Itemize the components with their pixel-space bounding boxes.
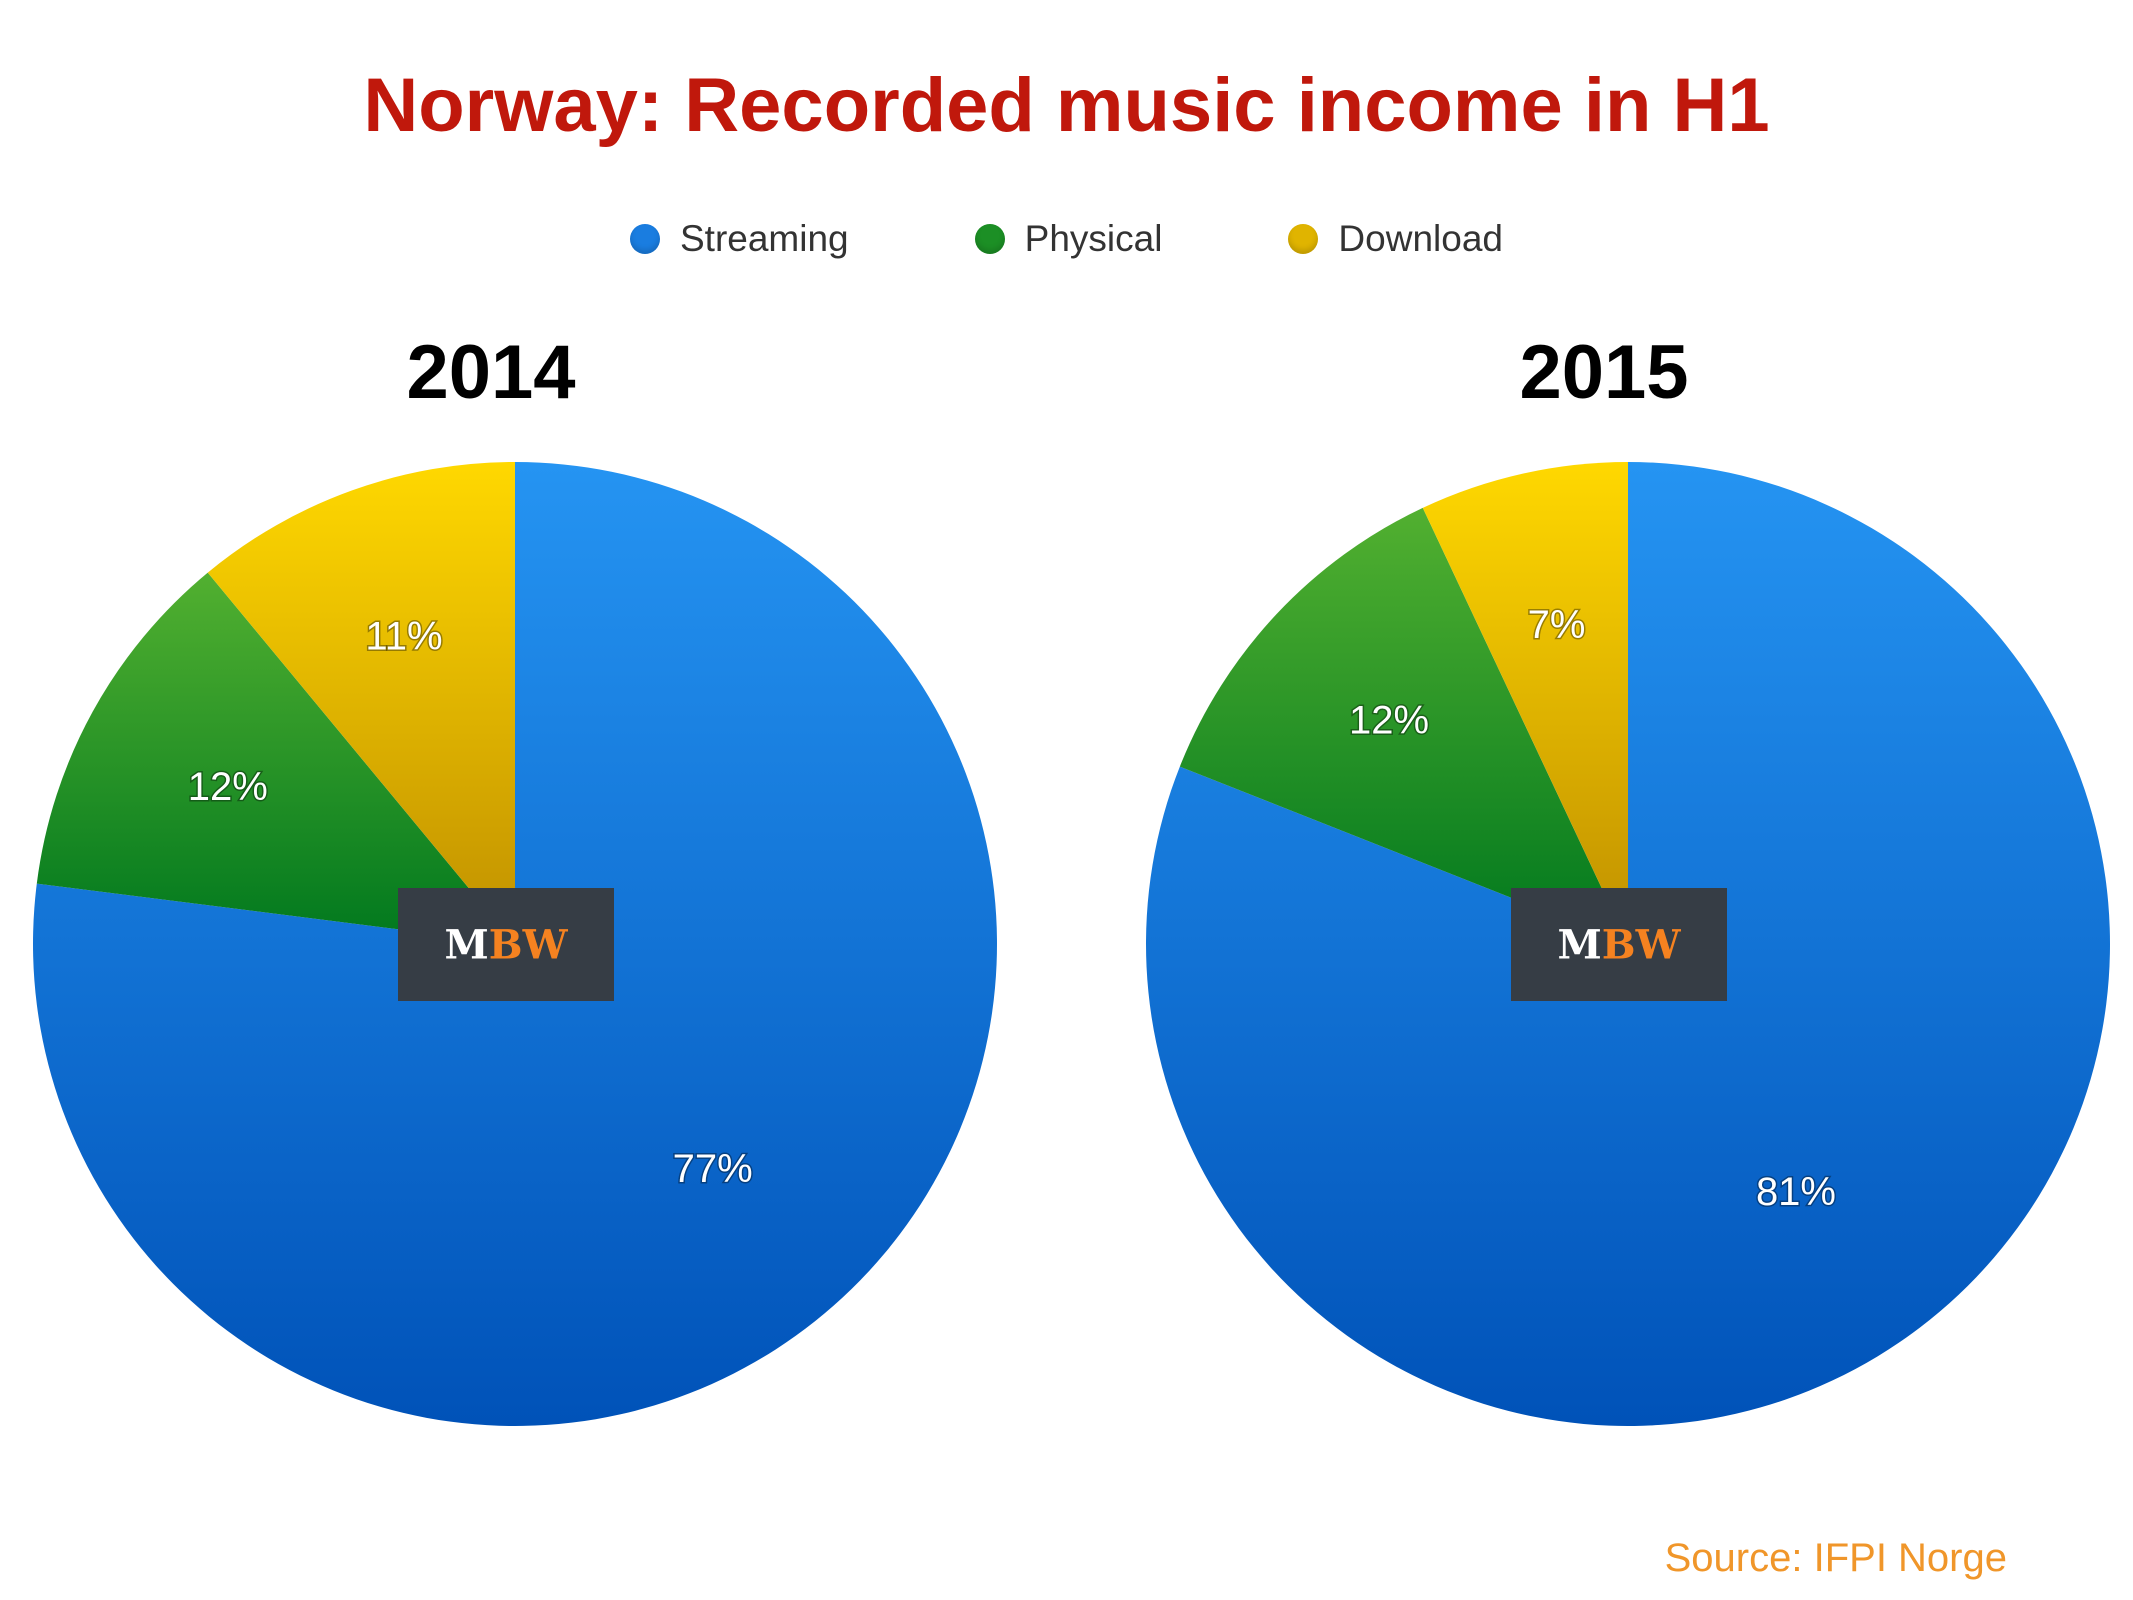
slice-label-streaming-2015: 81% <box>1756 1170 1836 1214</box>
slice-label-download-2014: 11% <box>365 615 442 659</box>
mbw-logo-text: MBW <box>1557 922 1681 969</box>
mbw-logo-box <box>1511 888 1727 1001</box>
pie-2015: 2015 81% 12% 7% MBW <box>1146 330 2111 1427</box>
slice-label-streaming-2014: 77% <box>673 1147 753 1191</box>
mbw-logo-text: MBW <box>444 922 568 969</box>
slice-label-physical-2015: 12% <box>1349 699 1429 743</box>
legend: Streaming Physical Download <box>0 218 2133 260</box>
source-note: Source: IFPI Norge <box>1664 1536 2007 1580</box>
pie-title-2014: 2014 <box>406 330 575 415</box>
mbw-logo: MBW <box>1511 888 1727 1001</box>
chart-title: Norway: Recorded music income in H1 <box>363 63 1770 148</box>
pie-2014: 2014 77% 12% 11% MBW <box>33 330 998 1426</box>
slice-label-download-2015: 7% <box>1528 603 1586 647</box>
slice-label-physical-2014: 12% <box>188 765 268 809</box>
mbw-logo-box <box>398 888 614 1001</box>
legend-label-download: Download <box>1338 218 1503 259</box>
legend-label-streaming: Streaming <box>680 218 849 259</box>
legend-item-download: Download <box>1288 218 1503 260</box>
mbw-logo: MBW <box>398 888 614 1001</box>
legend-swatch-physical <box>974 224 1005 254</box>
legend-item-streaming: Streaming <box>630 218 849 260</box>
slice-download-2014 <box>207 462 515 944</box>
slice-download-2015 <box>1422 462 1628 944</box>
legend-swatch-download <box>1288 224 1319 254</box>
pie-title-2015: 2015 <box>1519 330 1688 415</box>
legend-label-physical: Physical <box>1024 218 1163 259</box>
legend-swatch-streaming <box>630 224 660 254</box>
slice-physical-2014 <box>36 572 515 944</box>
slice-physical-2015 <box>1179 507 1628 944</box>
legend-item-physical: Physical <box>974 218 1163 260</box>
